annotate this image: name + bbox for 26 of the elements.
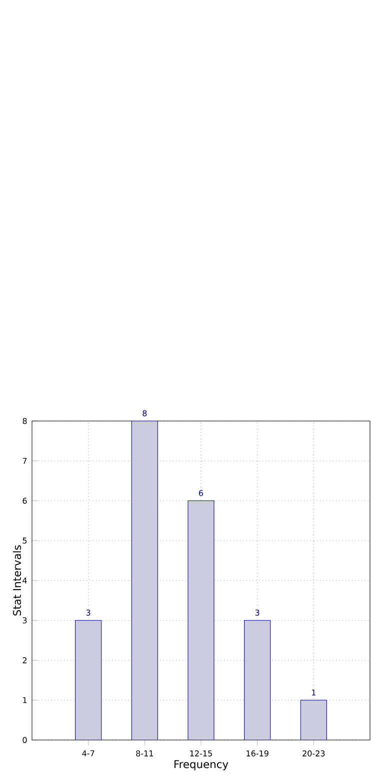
x-tick-label: 12-15	[190, 750, 212, 756]
bar	[188, 500, 214, 740]
y-tick-label: 1	[23, 697, 27, 704]
y-tick-label: 2	[22, 657, 26, 664]
bar	[300, 700, 327, 740]
y-tick-label: 7	[22, 458, 27, 464]
x-tick-label: 16-19	[246, 750, 268, 756]
bar	[244, 620, 271, 740]
data-label: 6	[199, 490, 204, 496]
bar	[131, 420, 158, 740]
x-tick-label: 20-23	[302, 750, 325, 756]
y-tick-label: 8	[22, 418, 27, 424]
y-tick-label: 6	[22, 498, 27, 504]
x-axis-title: Frequency	[174, 760, 228, 770]
data-label: 8	[142, 410, 147, 416]
x-tick-label: 4-7	[82, 750, 94, 756]
bar	[75, 620, 102, 740]
y-tick-label: 4	[22, 578, 27, 584]
data-label: 3	[255, 610, 260, 616]
x-tick-label: 8-11	[136, 750, 153, 756]
y-axis-title: Stat Intervals	[12, 545, 22, 616]
y-tick-label: 3	[22, 617, 27, 624]
data-label: 1	[312, 690, 316, 696]
y-tick-label: 0	[22, 736, 27, 744]
data-label: 3	[86, 610, 90, 616]
y-tick-label: 5	[22, 538, 27, 544]
